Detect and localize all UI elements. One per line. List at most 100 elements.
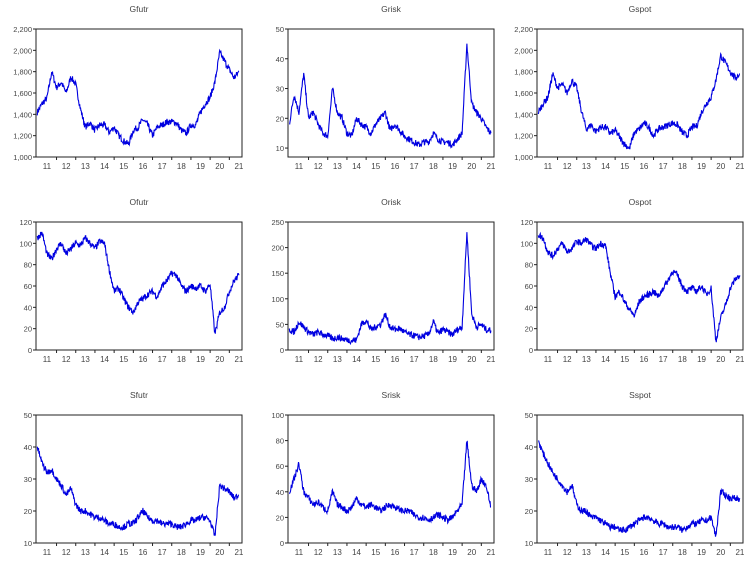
series-line	[537, 231, 741, 343]
x-tick-label: 11	[544, 355, 553, 364]
x-tick-label: 16	[138, 162, 147, 171]
x-tick-label: 13	[333, 162, 342, 171]
x-tick-label: 14	[601, 162, 610, 171]
y-tick-label: 50	[276, 25, 284, 34]
x-tick-label: 14	[100, 355, 109, 364]
x-tick-label: 13	[333, 355, 342, 364]
x-tick-label: 20	[716, 548, 725, 557]
panel-ospot: Ospot 0 20 40 60 80 100 120 11 12 13 14 15 16 17 18 19 20…	[520, 197, 744, 364]
x-tick-label: 20	[716, 162, 725, 171]
x-tick-label: 19	[697, 548, 706, 557]
x-tick-label: 19	[697, 162, 706, 171]
x-tick-label: 17	[158, 162, 167, 171]
x-tick-label: 17	[410, 548, 419, 557]
panel-title: Ofutr	[130, 197, 149, 207]
plot-frame	[536, 221, 744, 351]
x-tick-label: 13	[582, 162, 591, 171]
y-tick-label: 20	[276, 114, 284, 123]
y-tick-label: 10	[525, 539, 533, 548]
y-tick-label: 50	[525, 411, 533, 420]
x-tick-label: 14	[352, 548, 361, 557]
y-tick-label: 30	[525, 475, 533, 484]
x-tick-label: 19	[196, 355, 205, 364]
x-tick-label: 17	[410, 162, 419, 171]
x-tick-label: 16	[639, 548, 648, 557]
y-tick-label: 20	[24, 507, 32, 516]
x-tick-label: 15	[119, 355, 128, 364]
x-tick-label: 14	[100, 162, 109, 171]
x-tick-label: 16	[390, 548, 399, 557]
x-tick-label: 17	[659, 355, 668, 364]
panel-ofutr: Ofutr 0 20 40 60 80 100 120 11 12 13 14 15 16 17 18 19 20…	[19, 197, 243, 364]
y-tick-label: 100	[271, 295, 284, 304]
x-tick-label: 12	[563, 162, 572, 171]
x-tick-label: 13	[81, 548, 90, 557]
x-tick-label: 13	[81, 162, 90, 171]
x-tick-label: 16	[390, 355, 399, 364]
x-tick-label: 12	[314, 162, 323, 171]
plot-frame	[35, 221, 243, 351]
x-tick-label: 18	[429, 162, 438, 171]
x-tick-label: 15	[371, 162, 380, 171]
x-tick-label: 17	[158, 548, 167, 557]
y-tick-label: 1,600	[514, 89, 533, 98]
x-tick-label: 15	[371, 355, 380, 364]
x-tick-label: 19	[448, 162, 457, 171]
x-tick-label: 20	[215, 162, 224, 171]
x-tick-label: 17	[659, 548, 668, 557]
x-tick-label: 21	[234, 355, 243, 364]
x-tick-label: 18	[177, 162, 186, 171]
x-tick-label: 19	[448, 355, 457, 364]
y-tick-label: 120	[520, 218, 533, 227]
y-tick-label: 20	[525, 507, 533, 516]
x-tick-label: 19	[196, 162, 205, 171]
panel-gspot: Gspot 1,000 1,200 1,400 1,600 1,800 2,000 2,200…	[514, 4, 745, 171]
series-line	[288, 440, 492, 525]
x-tick-label: 14	[352, 355, 361, 364]
x-tick-label: 15	[620, 162, 629, 171]
x-tick-label: 14	[352, 162, 361, 171]
panel-srisk: Srisk 0 20 40 60 80 100 11 12 13 14 15 16 17 18 19 20 21	[271, 390, 495, 557]
x-tick-label: 11	[544, 548, 553, 557]
x-tick-label: 20	[467, 548, 476, 557]
x-tick-label: 12	[563, 548, 572, 557]
y-tick-label: 1,200	[514, 132, 533, 141]
series-line	[36, 446, 240, 537]
y-tick-label: 1,400	[13, 110, 32, 119]
x-tick-label: 13	[333, 548, 342, 557]
x-tick-label: 19	[448, 548, 457, 557]
y-tick-label: 40	[525, 303, 533, 312]
x-tick-label: 20	[215, 355, 224, 364]
x-tick-label: 19	[196, 548, 205, 557]
x-tick-label: 12	[314, 355, 323, 364]
series-line	[538, 440, 741, 537]
panel-sspot: Sspot 10 20 30 40 50 11 12 13 14 15 16 17 18 19 20 21	[525, 390, 745, 557]
x-tick-label: 11	[43, 548, 52, 557]
y-tick-label: 60	[24, 282, 32, 291]
x-tick-label: 14	[601, 355, 610, 364]
y-tick-label: 1,200	[13, 132, 32, 141]
series-line	[288, 232, 492, 346]
x-tick-label: 16	[390, 162, 399, 171]
x-tick-label: 11	[295, 355, 304, 364]
panel-title: Gfutr	[130, 4, 149, 14]
x-tick-label: 13	[81, 355, 90, 364]
y-tick-label: 1,800	[13, 68, 32, 77]
x-tick-label: 15	[620, 548, 629, 557]
y-tick-label: 20	[24, 325, 32, 334]
y-tick-label: 30	[24, 475, 32, 484]
plot-frame	[287, 28, 495, 158]
y-tick-label: 80	[24, 261, 32, 270]
panel-grisk: Grisk 10 20 30 40 50 11 12 13 14 15 16 17 18 19 20 21	[276, 4, 496, 171]
y-tick-label: 1,000	[514, 153, 533, 162]
x-tick-label: 15	[119, 162, 128, 171]
x-tick-label: 16	[138, 548, 147, 557]
panel-title: Ospot	[629, 197, 652, 207]
x-tick-label: 20	[467, 355, 476, 364]
x-tick-label: 12	[314, 548, 323, 557]
x-tick-label: 12	[563, 355, 572, 364]
y-tick-label: 1,600	[13, 89, 32, 98]
x-tick-label: 20	[716, 355, 725, 364]
y-tick-label: 10	[276, 144, 284, 153]
x-tick-label: 21	[486, 162, 495, 171]
